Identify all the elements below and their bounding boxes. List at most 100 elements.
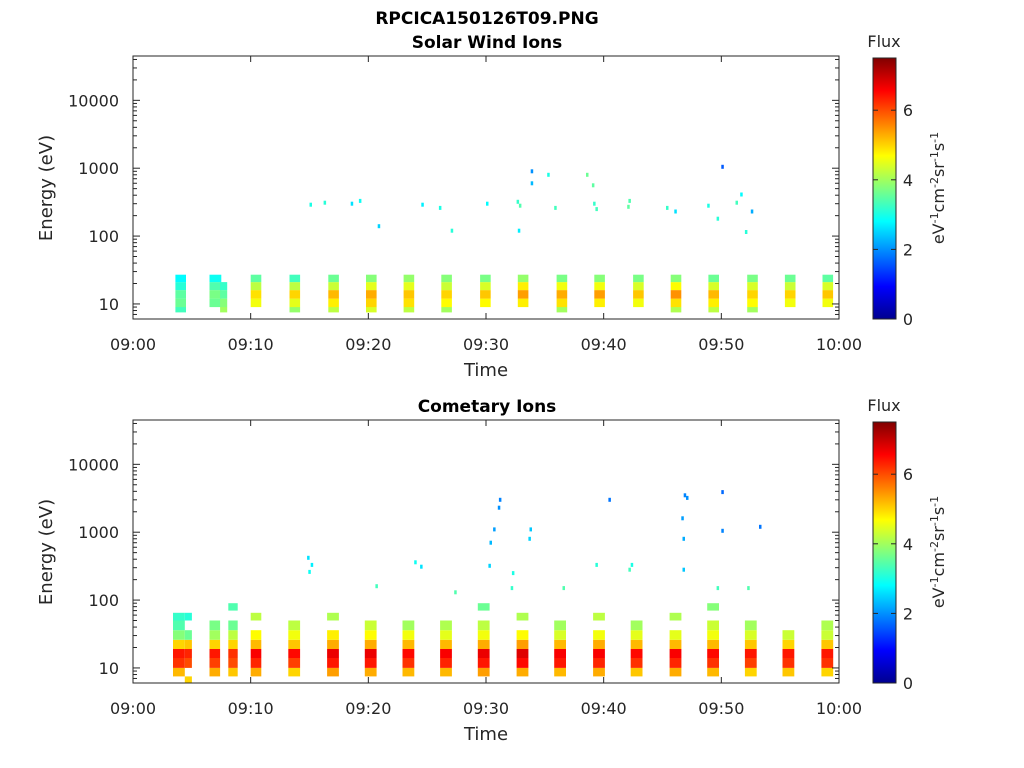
x-tick-label: 09:20	[345, 699, 391, 718]
flux-cell	[175, 274, 186, 283]
flux-cell	[822, 298, 834, 308]
colorbar-unit: eV-1cm-2sr-1s-1	[928, 496, 948, 608]
solar-wind-panel: Solar Wind Ions 09:00 09:10 09:20 09:30 09:4…	[36, 32, 948, 381]
flux-cell	[364, 630, 377, 640]
flux-cell	[403, 274, 415, 283]
flux-cell	[209, 649, 221, 658]
flux-cell	[630, 667, 643, 677]
flux-cell	[441, 274, 452, 283]
flux-cell	[556, 307, 568, 313]
x-tick-label: 09:20	[345, 335, 391, 354]
flux-cell	[744, 667, 757, 677]
flux-point	[595, 207, 598, 212]
flux-point	[716, 586, 720, 591]
flux-point	[486, 201, 489, 206]
flux-cell	[250, 282, 262, 291]
flux-point	[498, 497, 502, 502]
flux-cell	[554, 620, 566, 631]
flux-cell	[477, 639, 490, 649]
flux-cell	[328, 298, 339, 308]
flux-point	[682, 536, 685, 541]
flux-cell	[250, 658, 262, 668]
flux-cell	[175, 298, 186, 308]
flux-cell	[328, 282, 339, 291]
panel-title-cometary: Cometary Ions	[418, 397, 557, 417]
flux-cell	[480, 282, 491, 291]
flux-cell	[744, 649, 757, 658]
flux-cell	[594, 298, 605, 308]
flux-point	[489, 540, 492, 545]
flux-cell	[364, 658, 377, 668]
flux-cell	[184, 649, 192, 658]
flux-cell	[669, 658, 682, 668]
flux-cell	[288, 630, 301, 640]
flux-cell	[477, 630, 490, 640]
flux-cell	[402, 639, 415, 649]
flux-cell	[288, 639, 301, 649]
flux-point	[438, 205, 442, 210]
flux-cell	[554, 630, 566, 640]
flux-point	[547, 172, 550, 177]
flux-point	[554, 205, 557, 210]
flux-cell	[289, 290, 301, 299]
flux-cell	[633, 274, 644, 283]
colorbar-title: Flux	[867, 396, 900, 415]
flux-cell	[441, 298, 452, 308]
flux-cell	[554, 649, 566, 658]
colorbar-tick-label: 4	[903, 171, 913, 190]
colorbar-tick-label: 0	[903, 674, 913, 693]
flux-cell	[747, 298, 758, 308]
colorbar	[872, 421, 897, 684]
flux-cell	[784, 298, 796, 308]
flux-cell	[364, 649, 377, 658]
y-tick-label: 1000	[78, 523, 119, 542]
flux-point	[682, 567, 685, 572]
flux-cell	[556, 282, 568, 291]
flux-cell	[593, 630, 605, 640]
flux-cell	[209, 274, 222, 283]
flux-cell	[175, 290, 186, 299]
flux-cell	[173, 639, 185, 649]
flux-cell	[516, 630, 529, 640]
colorbar-tick-label: 6	[903, 465, 913, 484]
flux-cell	[403, 298, 415, 308]
flux-cell	[822, 282, 834, 291]
flux-cell	[440, 639, 452, 649]
flux-cell	[250, 630, 262, 640]
flux-point	[630, 562, 634, 567]
flux-cell	[327, 649, 339, 658]
flux-cell	[516, 649, 529, 658]
flux-point	[744, 230, 748, 234]
y-tick-label: 100	[88, 591, 119, 610]
flux-point	[309, 202, 312, 207]
flux-cell	[173, 649, 185, 658]
flux-cell	[366, 282, 377, 291]
flux-cell	[744, 630, 757, 640]
flux-point	[529, 527, 532, 532]
flux-point	[595, 562, 598, 567]
y-tick-label: 1000	[78, 159, 119, 178]
flux-cell	[209, 620, 221, 631]
flux-cell	[747, 274, 758, 283]
flux-cell	[708, 282, 719, 291]
flux-cell	[209, 290, 222, 299]
flux-point	[686, 495, 689, 500]
flux-cell	[517, 290, 529, 299]
colorbar-tick-label: 0	[903, 310, 913, 329]
flux-cell	[630, 639, 643, 649]
flux-cell	[402, 658, 415, 668]
flux-cell	[220, 282, 228, 291]
flux-cell	[782, 639, 795, 649]
flux-cell	[707, 630, 719, 640]
x-tick-label: 10:00	[816, 335, 862, 354]
flux-cell	[670, 282, 682, 291]
figure-title: RPCICA150126T09.PNG	[375, 9, 598, 29]
colorbar-tick-label: 6	[903, 101, 913, 120]
flux-point	[414, 560, 417, 565]
flux-cell	[327, 630, 339, 640]
flux-cell	[556, 274, 568, 283]
flux-cell	[744, 658, 757, 668]
flux-cell	[328, 290, 339, 299]
x-tick-label: 09:30	[463, 699, 509, 718]
flux-cell	[441, 290, 452, 299]
